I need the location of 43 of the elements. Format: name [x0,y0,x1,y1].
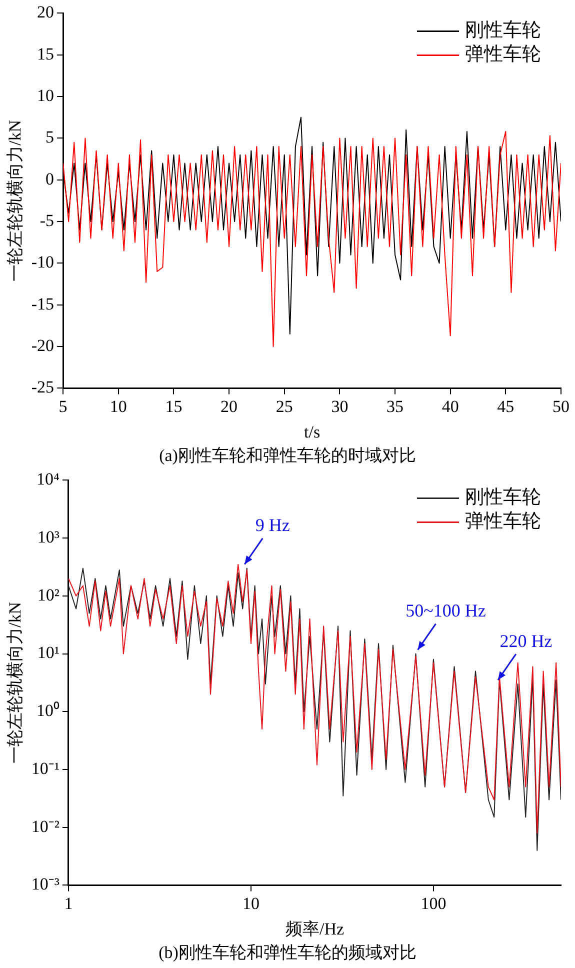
y-tick-label: 10 [37,86,54,105]
y-tick-label: -10 [31,252,54,272]
annotation: 220 Hz [500,630,552,651]
y-tick-label: 10⁻³ [31,874,60,894]
x-axis-title: 频率/Hz [285,919,344,938]
x-tick-label: 15 [165,396,182,416]
x-tick-label: 25 [276,396,293,416]
annotation: 9 Hz [255,515,290,536]
annotation: 50~100 Hz [406,600,486,621]
x-tick-label: 50 [552,396,570,416]
y-axis-title: 一轮左轮轨横向力/kN [6,602,25,764]
x-tick-label: 10 [242,894,260,913]
legend-label: 刚性车轮 [465,20,541,42]
x-tick-label: 10 [110,396,127,416]
x-tick-label: 35 [386,396,404,416]
x-tick-label: 40 [442,396,459,416]
y-tick-label: -25 [31,378,54,397]
y-tick-label: 0 [46,169,54,188]
x-tick-label: 100 [420,894,446,913]
y-tick-label: 10³ [37,528,60,547]
y-tick-label: 10² [37,585,60,604]
y-axis-title: 一轮左轮轨横向力/kN [6,120,25,282]
x-tick-label: 1 [64,894,73,913]
y-tick-label: 10⁻² [31,816,60,836]
y-tick-label: 10⁴ [36,470,60,489]
y-tick-label: 10¹ [37,643,60,662]
x-tick-label: 20 [220,396,238,416]
y-tick-label: 20 [37,2,54,22]
y-tick-label: 10⁰ [36,701,60,720]
text: (a)刚性车轮和弹性车轮的时域对比 [158,445,417,467]
y-tick-label: -5 [40,211,54,230]
text: (b)刚性车轮和弹性车轮的频域对比 [158,942,418,964]
y-tick-label: -15 [31,294,54,314]
legend-label: 弹性车轮 [465,511,541,532]
x-tick-label: 45 [497,396,514,416]
y-tick-label: -20 [31,336,54,355]
y-tick-label: 10⁻¹ [31,758,60,778]
y-tick-label: 15 [37,44,54,64]
y-tick-label: 5 [46,128,54,147]
legend-label: 刚性车轮 [465,487,541,508]
legend-label: 弹性车轮 [465,44,541,66]
x-axis-title: t/s [304,422,320,442]
x-tick-label: 30 [331,396,348,416]
